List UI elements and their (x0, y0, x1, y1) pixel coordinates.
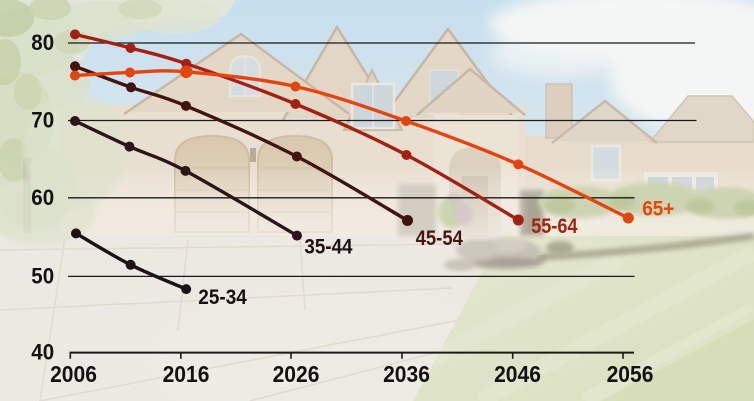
svg-text:2016: 2016 (163, 361, 210, 387)
svg-text:2036: 2036 (383, 361, 430, 387)
svg-text:80: 80 (31, 30, 54, 55)
svg-text:45-54: 45-54 (416, 227, 464, 250)
svg-text:65+: 65+ (642, 198, 674, 221)
svg-text:40: 40 (31, 339, 54, 364)
svg-text:55-64: 55-64 (531, 215, 578, 238)
svg-text:25-34: 25-34 (198, 286, 247, 309)
svg-text:60: 60 (31, 185, 54, 210)
svg-text:35-44: 35-44 (304, 236, 352, 259)
svg-text:70: 70 (31, 108, 54, 133)
svg-text:50: 50 (31, 264, 54, 289)
svg-text:2006: 2006 (50, 361, 97, 387)
svg-text:2046: 2046 (494, 361, 541, 387)
svg-text:2026: 2026 (273, 361, 320, 387)
svg-text:2056: 2056 (607, 361, 654, 387)
